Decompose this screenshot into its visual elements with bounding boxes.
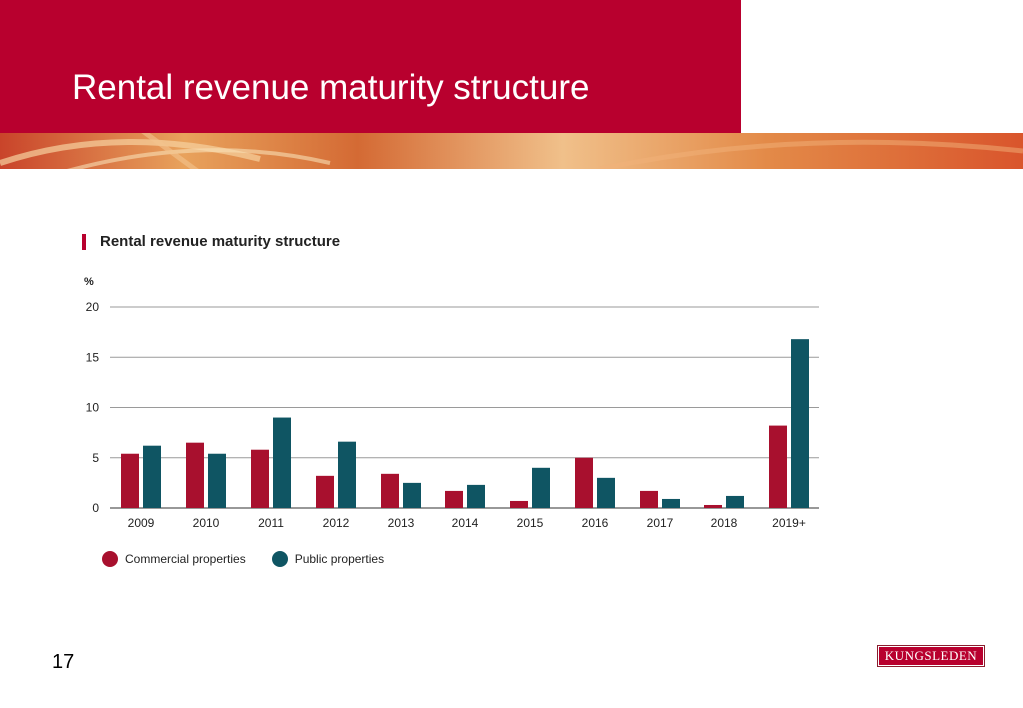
y-tick-label-15: 15	[86, 350, 100, 364]
bar-commercial-2019+	[769, 425, 787, 508]
bar-public-2011	[273, 417, 291, 508]
legend-item-commercial: Commercial properties	[102, 551, 246, 567]
legend-swatch-commercial	[102, 551, 118, 567]
legend-label-public: Public properties	[294, 552, 385, 566]
bar-public-2013	[403, 482, 421, 508]
logo-text: KUNGSLEDEN	[879, 647, 983, 665]
chart-legend: Commercial properties Public properties	[102, 551, 384, 567]
decorative-banner	[0, 133, 1023, 169]
bar-commercial-2011	[251, 449, 269, 508]
bar-public-2010	[208, 453, 226, 508]
x-tick-label-2013: 2013	[388, 516, 415, 530]
legend-label-commercial: Commercial properties	[125, 552, 246, 566]
y-tick-label-20: 20	[86, 300, 100, 314]
bar-commercial-2013	[381, 473, 399, 508]
page-number: 17	[52, 651, 75, 673]
x-tick-label-2015: 2015	[517, 516, 544, 530]
y-axis-unit-label: %	[84, 276, 94, 288]
bar-public-2019+	[791, 339, 809, 508]
x-tick-label-2011: 2011	[258, 516, 284, 530]
x-tick-label-2016: 2016	[582, 516, 609, 530]
bar-public-2009	[143, 445, 161, 508]
y-tick-label-5: 5	[92, 451, 99, 465]
x-tick-label-2012: 2012	[323, 516, 350, 530]
bar-public-2016	[597, 477, 615, 508]
title-block: Rental revenue maturity structure	[0, 0, 741, 133]
chart-title: Rental revenue maturity structure	[100, 233, 341, 250]
bar-public-2012	[338, 441, 356, 508]
chart-heading-marker	[82, 234, 86, 250]
bar-commercial-2012	[316, 475, 334, 508]
legend-swatch-public	[271, 551, 288, 567]
bar-commercial-2017	[640, 490, 658, 508]
x-tick-label-2014: 2014	[452, 516, 479, 530]
bar-commercial-2016	[575, 457, 593, 508]
slide-title: Rental revenue maturity structure	[72, 68, 590, 107]
x-tick-label-2019+: 2019+	[772, 516, 806, 530]
bar-public-2015	[532, 467, 550, 508]
bar-public-2014	[467, 484, 485, 508]
y-tick-label-0: 0	[92, 501, 99, 515]
bar-public-2017	[662, 498, 680, 508]
x-tick-label-2018: 2018	[711, 516, 738, 530]
bar-commercial-2014	[445, 490, 463, 508]
y-tick-label-10: 10	[86, 401, 100, 415]
banner-stripes	[0, 133, 1023, 169]
bar-commercial-2009	[121, 453, 139, 508]
kungsleden-logo: KUNGSLEDEN	[877, 645, 985, 667]
bar-public-2018	[726, 495, 744, 508]
legend-item-public: Public properties	[271, 551, 385, 567]
bar-commercial-2018	[704, 504, 722, 508]
x-tick-label-2017: 2017	[647, 516, 674, 530]
bar-commercial-2010	[186, 442, 204, 508]
x-tick-label-2010: 2010	[193, 516, 220, 530]
bar-commercial-2015	[510, 500, 528, 508]
x-tick-label-2009: 2009	[128, 516, 155, 530]
